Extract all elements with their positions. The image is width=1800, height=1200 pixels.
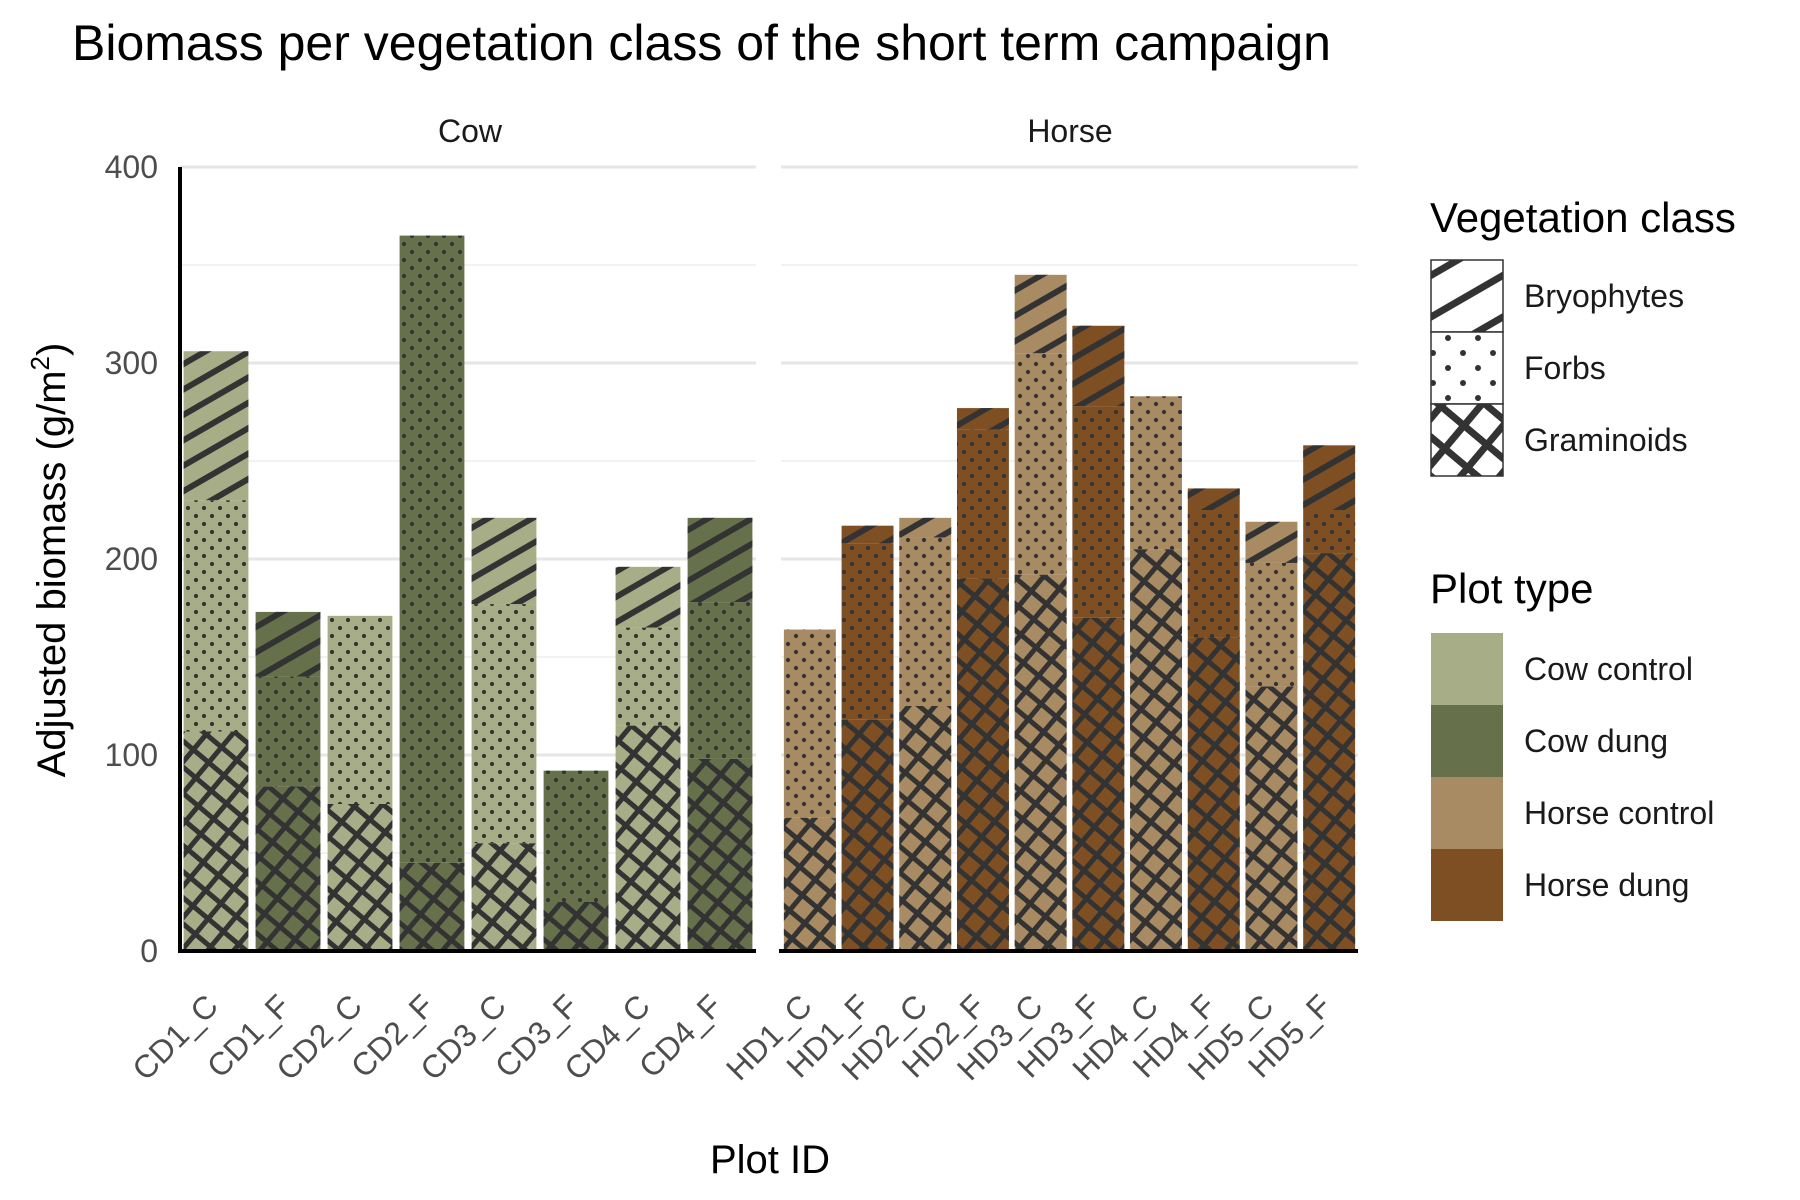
bar-pattern-cd4-c-bryophytes — [615, 566, 681, 628]
facet-strips: Cow Horse — [438, 113, 1113, 149]
x-tick-label-cd4-f: CD4_F — [632, 987, 729, 1084]
bar-pattern-hd3-f-graminoids — [1072, 617, 1125, 951]
legend-label-cow-control: Cow control — [1524, 651, 1693, 687]
legend-label-forbs: Forbs — [1524, 350, 1606, 386]
bar-pattern-hd1-c-forbs — [783, 629, 836, 818]
bar-pattern-cd3-f-graminoids — [543, 902, 609, 951]
legend-label-cow-dung: Cow dung — [1524, 723, 1668, 759]
legend-key-pattern-bryophytes — [1431, 260, 1503, 332]
bar-pattern-hd2-c-bryophytes — [899, 517, 952, 538]
bar-pattern-hd3-c-bryophytes — [1014, 274, 1067, 354]
bar-pattern-cd1-f-forbs — [255, 676, 321, 787]
legend-swatch-cow-dung — [1431, 705, 1503, 777]
legend-key-pattern-forbs — [1431, 332, 1503, 404]
legend-swatch-cow-control — [1431, 633, 1503, 705]
bar-pattern-hd5-f-forbs — [1303, 510, 1356, 554]
legend-vegetation-class: Vegetation class Bryophytes Forbs Graminoid… — [1430, 194, 1736, 477]
bar-pattern-cd2-f-graminoids — [399, 862, 465, 951]
bar-pattern-hd2-f-forbs — [956, 429, 1009, 579]
bar-pattern-hd3-c-graminoids — [1014, 574, 1067, 951]
legend-label-bryophytes: Bryophytes — [1524, 278, 1684, 314]
y-tick-label: 200 — [105, 541, 158, 577]
bar-pattern-hd1-f-graminoids — [841, 719, 894, 951]
bar-pattern-hd3-c-forbs — [1014, 353, 1067, 575]
legend-label-graminoids: Graminoids — [1524, 422, 1688, 458]
bar-pattern-hd3-f-forbs — [1072, 406, 1125, 618]
bar-pattern-hd5-c-bryophytes — [1245, 521, 1298, 563]
x-tick-labels: CD1_CCD1_FCD2_CCD2_FCD3_CCD3_FCD4_CCD4_F… — [125, 987, 1338, 1087]
bar-pattern-hd3-f-bryophytes — [1072, 325, 1125, 407]
bar-pattern-hd5-c-forbs — [1245, 562, 1298, 687]
bar-pattern-hd2-f-graminoids — [956, 578, 1009, 951]
bar-pattern-cd1-c-graminoids — [183, 731, 249, 951]
y-tick-label: 100 — [105, 737, 158, 773]
y-axis-title: Adjusted biomass (g/m2) — [25, 343, 74, 778]
bar-pattern-hd1-f-forbs — [841, 543, 894, 720]
bar-pattern-cd1-c-bryophytes — [183, 351, 249, 501]
bar-pattern-cd2-c-forbs — [327, 615, 393, 804]
y-tick-label: 400 — [105, 149, 158, 185]
bar-pattern-hd2-c-forbs — [899, 537, 952, 706]
bar-pattern-hd1-f-bryophytes — [841, 525, 894, 544]
chart-title: Biomass per vegetation class of the shor… — [72, 15, 1331, 71]
bar-pattern-hd4-f-bryophytes — [1187, 488, 1240, 510]
bar-pattern-hd4-f-forbs — [1187, 510, 1240, 638]
bar-pattern-cd4-f-bryophytes — [687, 517, 753, 603]
y-axis-title-close: ) — [30, 343, 74, 356]
legend-plot-type: Plot type Cow control Cow dung Horse contro… — [1430, 565, 1714, 921]
bars — [183, 235, 1356, 951]
y-tick-label: 300 — [105, 345, 158, 381]
bar-pattern-cd2-f-forbs — [399, 235, 465, 863]
bar-pattern-hd4-c-graminoids — [1130, 549, 1183, 951]
bar-pattern-cd3-f-forbs — [543, 770, 609, 902]
legend-title-plot-type: Plot type — [1430, 565, 1593, 612]
bar-pattern-hd4-c-forbs — [1130, 396, 1183, 550]
bar-pattern-cd4-f-forbs — [687, 602, 753, 759]
bar-pattern-cd4-f-graminoids — [687, 758, 753, 951]
y-axis-title-text: Adjusted biomass (g/m — [30, 370, 74, 777]
axes — [178, 167, 1358, 953]
legend-key-pattern-graminoids — [1431, 404, 1503, 476]
legend-swatch-horse-dung — [1431, 849, 1503, 921]
bar-pattern-hd2-c-graminoids — [899, 706, 952, 951]
bar-pattern-hd4-f-graminoids — [1187, 637, 1240, 951]
x-axis-title: Plot ID — [710, 1138, 830, 1182]
bar-pattern-hd1-c-graminoids — [783, 817, 836, 951]
x-tick-label-cd1-c: CD1_C — [125, 987, 225, 1087]
bar-pattern-hd2-f-bryophytes — [956, 408, 1009, 430]
bar-pattern-hd5-f-graminoids — [1303, 553, 1356, 951]
bar-pattern-cd3-c-bryophytes — [471, 517, 537, 605]
y-axis-title-superscript: 2 — [25, 356, 55, 370]
bar-pattern-cd4-c-forbs — [615, 627, 681, 726]
bar-pattern-hd5-c-graminoids — [1245, 686, 1298, 951]
bar-pattern-cd3-c-forbs — [471, 604, 537, 844]
bar-pattern-cd1-f-graminoids — [255, 786, 321, 951]
facet-label-cow: Cow — [438, 113, 503, 149]
legend-label-horse-dung: Horse dung — [1524, 867, 1689, 903]
bar-pattern-hd5-f-bryophytes — [1303, 445, 1356, 510]
bar-pattern-cd1-c-forbs — [183, 500, 249, 732]
legend-title-vegetation-class: Vegetation class — [1430, 194, 1736, 241]
facet-label-horse: Horse — [1027, 113, 1112, 149]
legend-swatch-horse-control — [1431, 777, 1503, 849]
bar-pattern-cd3-c-graminoids — [471, 843, 537, 951]
bar-pattern-cd4-c-graminoids — [615, 725, 681, 951]
bar-pattern-cd2-c-graminoids — [327, 804, 393, 951]
y-tick-label: 0 — [140, 933, 158, 969]
y-tick-labels: 0 100 200 300 400 — [105, 149, 158, 969]
legend-label-horse-control: Horse control — [1524, 795, 1714, 831]
bar-pattern-cd1-f-bryophytes — [255, 611, 321, 677]
